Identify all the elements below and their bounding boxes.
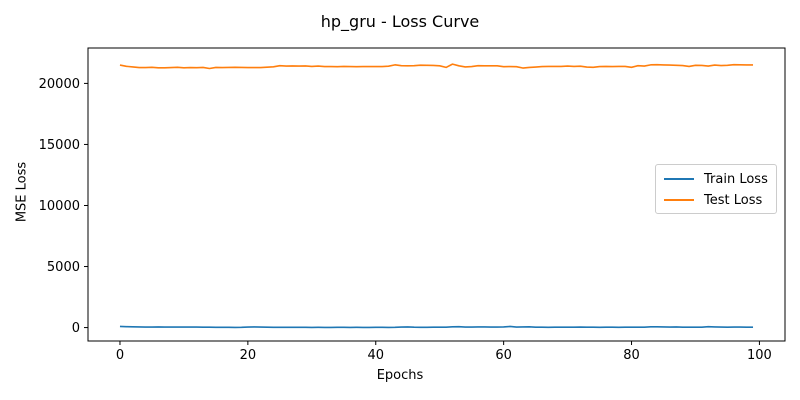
y-axis-label: MSE Loss xyxy=(14,161,30,223)
legend: Train Loss Test Loss xyxy=(655,164,777,214)
legend-label-test: Test Loss xyxy=(704,192,763,208)
chart-title: hp_gru - Loss Curve xyxy=(320,12,480,31)
x-tick-label: 0 xyxy=(116,348,124,363)
series-line-train-loss xyxy=(119,325,754,329)
y-tick-label: 5000 xyxy=(47,260,80,275)
plot-frame xyxy=(87,47,786,342)
legend-swatch-train xyxy=(664,178,694,180)
series-line-test-loss xyxy=(119,63,754,70)
legend-item-train: Train Loss xyxy=(664,170,768,188)
legend-swatch-test xyxy=(664,199,694,201)
x-axis-ticks: 0 20 40 60 80 100 xyxy=(116,341,772,363)
x-tick-label: 100 xyxy=(747,348,772,363)
x-tick-label: 20 xyxy=(240,348,257,363)
y-tick-label: 10000 xyxy=(39,199,80,214)
x-tick-label: 40 xyxy=(367,348,384,363)
legend-label-train: Train Loss xyxy=(704,171,768,187)
y-tick-label: 0 xyxy=(72,321,80,336)
x-axis-label: Epochs xyxy=(376,368,424,383)
y-tick-label: 15000 xyxy=(39,138,80,153)
y-axis-ticks: 0 5000 10000 15000 20000 xyxy=(39,77,88,336)
x-tick-label: 60 xyxy=(495,348,512,363)
x-tick-label: 80 xyxy=(623,348,640,363)
y-tick-label: 20000 xyxy=(39,77,80,92)
series-layer xyxy=(119,63,754,329)
legend-item-test: Test Loss xyxy=(664,191,762,209)
